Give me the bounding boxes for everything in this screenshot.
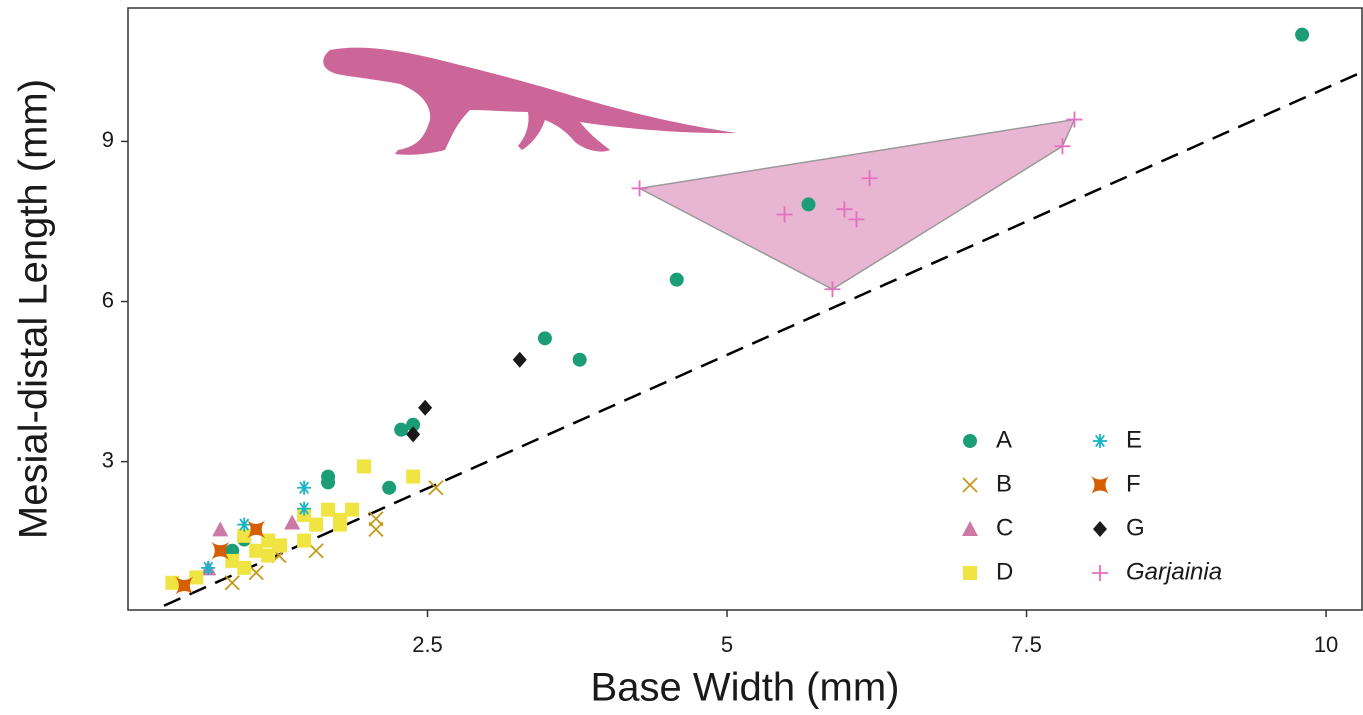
x-axis-title: Base Width (mm) bbox=[591, 666, 900, 710]
point bbox=[237, 561, 251, 575]
point bbox=[513, 352, 527, 368]
point bbox=[394, 423, 408, 437]
legend-label: B bbox=[996, 470, 1012, 497]
x-tick-label: 7.5 bbox=[1011, 632, 1042, 657]
chart: Base Width (mm) Mesial-distal Length (mm… bbox=[0, 0, 1363, 715]
legend-marker bbox=[1093, 521, 1107, 537]
legend-marker bbox=[962, 521, 978, 536]
legend-label: E bbox=[1126, 426, 1142, 453]
legend-marker bbox=[963, 478, 977, 492]
y-tick-label: 3 bbox=[102, 447, 114, 472]
x-tick-label: 10 bbox=[1314, 632, 1338, 657]
y-axis-title: Mesial-distal Length (mm) bbox=[12, 79, 56, 539]
point bbox=[225, 576, 239, 590]
point bbox=[309, 518, 323, 532]
point bbox=[189, 570, 203, 584]
point bbox=[1295, 28, 1309, 42]
plot-area bbox=[164, 28, 1362, 606]
legend-marker bbox=[1091, 476, 1109, 494]
point bbox=[261, 549, 275, 563]
point bbox=[321, 475, 335, 489]
y-tick-label: 6 bbox=[102, 287, 114, 312]
point bbox=[225, 554, 239, 568]
point bbox=[273, 538, 287, 552]
point bbox=[632, 180, 648, 196]
point bbox=[357, 459, 371, 473]
legend-label: C bbox=[996, 514, 1013, 541]
legend-marker bbox=[1092, 565, 1108, 581]
point bbox=[345, 503, 359, 517]
silhouette bbox=[323, 48, 737, 155]
point bbox=[297, 534, 311, 548]
point bbox=[670, 273, 684, 287]
legend-label: F bbox=[1126, 470, 1141, 497]
legend-label: G bbox=[1126, 514, 1145, 541]
point bbox=[249, 566, 263, 580]
hull bbox=[640, 120, 1075, 290]
x-tick-label: 5 bbox=[721, 632, 733, 657]
point bbox=[212, 521, 228, 536]
y-tick-label: 9 bbox=[102, 127, 114, 152]
point bbox=[406, 470, 420, 484]
legend-marker bbox=[963, 566, 977, 580]
legend-label: Garjainia bbox=[1126, 558, 1222, 585]
x-tick-label: 2.5 bbox=[412, 632, 443, 657]
point bbox=[333, 518, 347, 532]
legend-marker bbox=[1093, 434, 1107, 448]
point bbox=[249, 544, 263, 558]
point bbox=[309, 544, 323, 558]
point bbox=[801, 197, 815, 211]
page: {"chart_data": { "type": "scatter", "x_l… bbox=[0, 0, 1363, 715]
point bbox=[297, 481, 311, 495]
point bbox=[418, 400, 432, 416]
legend-marker bbox=[963, 434, 977, 448]
point bbox=[382, 481, 396, 495]
point bbox=[321, 503, 335, 517]
point bbox=[369, 522, 383, 536]
point bbox=[573, 353, 587, 367]
legend-label: A bbox=[996, 426, 1012, 453]
point bbox=[538, 331, 552, 345]
legend-label: D bbox=[996, 558, 1013, 585]
